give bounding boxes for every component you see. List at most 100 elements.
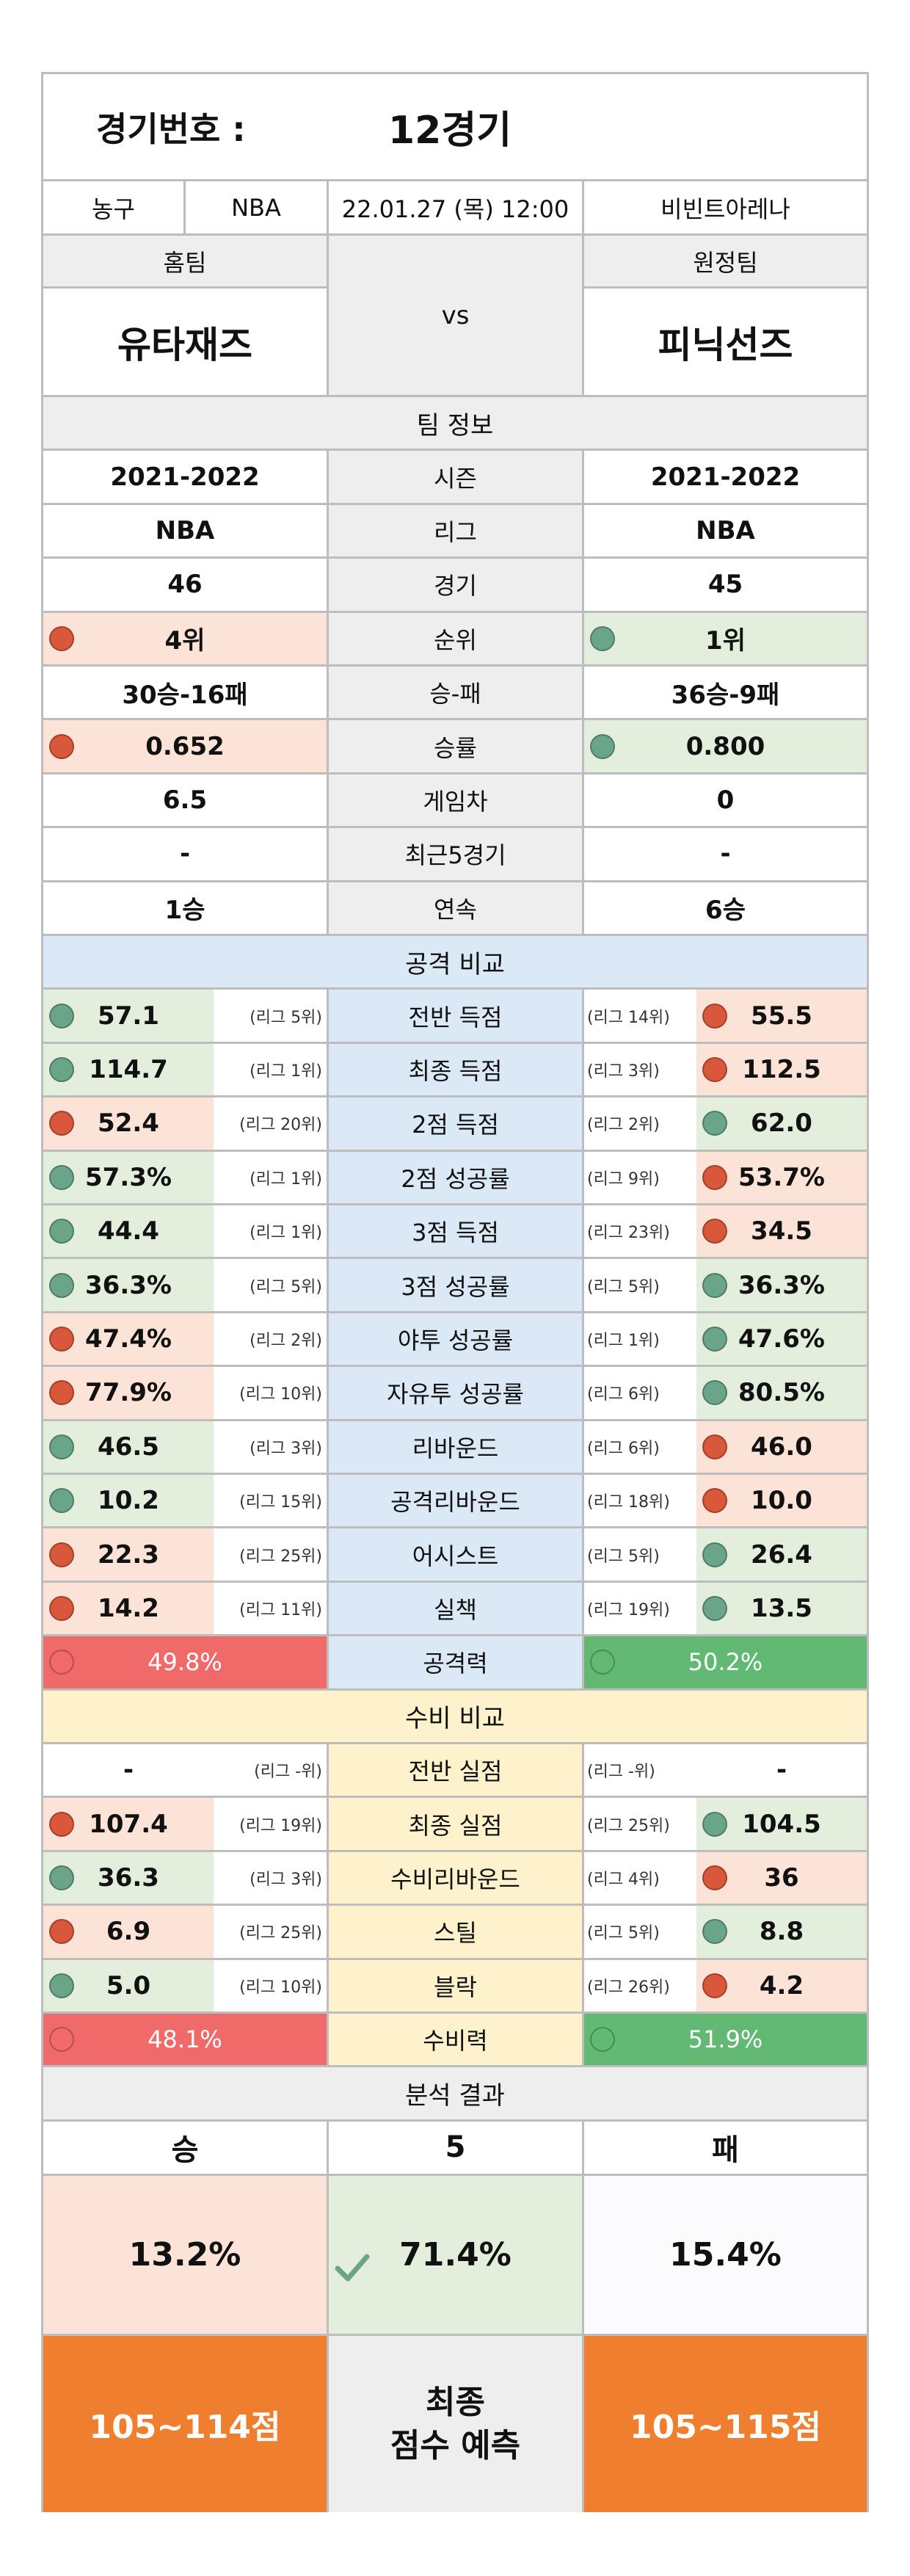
status-dot-icon bbox=[702, 1164, 727, 1190]
away-team-label: 원정팀 bbox=[584, 236, 867, 289]
home-value: 77.9% bbox=[85, 1378, 172, 1408]
home-value-cell: 36.3 bbox=[43, 1851, 214, 1904]
home-rank: (리그 2위) bbox=[250, 1331, 322, 1350]
stat-label-cell: 시즌 bbox=[329, 451, 584, 503]
away-rank: (리그 6위) bbox=[587, 1385, 660, 1404]
away-value-cell: 104.5 bbox=[696, 1798, 867, 1850]
away-rank-cell: (리그 3위) bbox=[584, 1043, 696, 1096]
away-rank: (리그 5위) bbox=[587, 1277, 660, 1296]
defense-row: 36.3 (리그 3위) 수비리바운드 (리그 4위) 36 bbox=[43, 1851, 867, 1906]
home-value-cell: 5.0 bbox=[43, 1959, 214, 2011]
lose-label: 패 bbox=[712, 2133, 739, 2168]
stat-label-cell: 순위 bbox=[329, 612, 584, 664]
home-value: 36.3 bbox=[98, 1862, 159, 1893]
home-value-cell: 14.2 bbox=[43, 1582, 214, 1635]
stat-label-cell: 실책 bbox=[329, 1582, 584, 1635]
stat-label: 리바운드 bbox=[412, 1434, 499, 1462]
home-rank-cell: (리그 -위) bbox=[214, 1744, 329, 1796]
result-title-text: 분석 결과 bbox=[405, 2081, 505, 2111]
home-rank-cell: (리그 25위) bbox=[214, 1528, 329, 1581]
teams-block: 홈팀 유타재즈 vs 원정팀 피닉선즈 bbox=[43, 236, 867, 397]
status-dot-icon bbox=[49, 733, 74, 759]
home-rank-cell: (리그 3위) bbox=[214, 1851, 329, 1904]
home-value-cell: 0.652 bbox=[43, 720, 329, 772]
stat-label: 3점 성공률 bbox=[401, 1272, 510, 1301]
status-dot-icon bbox=[49, 1003, 74, 1028]
offense-row: 57.1 (리그 5위) 전반 득점 (리그 14위) 55.5 bbox=[43, 990, 867, 1044]
away-power: 50.2% bbox=[688, 1648, 763, 1677]
home-value: 30승-16패 bbox=[122, 680, 248, 710]
stat-label-cell: 최종 득점 bbox=[329, 1043, 584, 1096]
away-rank: (리그 18위) bbox=[587, 1493, 670, 1512]
away-power-cell: 51.9% bbox=[584, 2014, 867, 2066]
stat-label-cell: 리바운드 bbox=[329, 1421, 584, 1473]
team-info-row: 4위 순위 1위 bbox=[43, 612, 867, 667]
away-value-cell: 10.0 bbox=[696, 1475, 867, 1527]
offense-row: 114.7 (리그 1위) 최종 득점 (리그 3위) 112.5 bbox=[43, 1043, 867, 1098]
stat-label-cell: 자유투 성공률 bbox=[329, 1367, 584, 1419]
stat-label-cell: 3점 득점 bbox=[329, 1205, 584, 1258]
away-rank-cell: (리그 2위) bbox=[584, 1097, 696, 1150]
offense-row: 52.4 (리그 20위) 2점 득점 (리그 2위) 62.0 bbox=[43, 1097, 867, 1152]
offense-row: 36.3% (리그 5위) 3점 성공률 (리그 5위) 36.3% bbox=[43, 1259, 867, 1313]
home-value: 44.4 bbox=[98, 1216, 159, 1247]
status-dot-icon bbox=[49, 1164, 74, 1190]
away-value: - bbox=[776, 1755, 787, 1785]
home-value: 57.1 bbox=[98, 1001, 159, 1031]
away-value-cell: 46.0 bbox=[696, 1421, 867, 1473]
away-value-cell: 1위 bbox=[584, 612, 867, 664]
away-power: 51.9% bbox=[688, 2025, 763, 2054]
status-dot-icon bbox=[49, 1380, 74, 1406]
home-rank: (리그 1위) bbox=[250, 1224, 322, 1243]
stat-label: 최종 득점 bbox=[408, 1056, 503, 1085]
home-value-cell: 36.3% bbox=[43, 1259, 214, 1311]
away-value: 0 bbox=[716, 785, 735, 815]
status-dot-icon bbox=[702, 1488, 727, 1514]
home-value: 22.3 bbox=[98, 1539, 159, 1570]
away-value: 34.5 bbox=[751, 1216, 812, 1247]
team-info-row: 0.652 승률 0.800 bbox=[43, 720, 867, 774]
home-rank-cell: (리그 25위) bbox=[214, 1906, 329, 1958]
status-dot-icon bbox=[49, 2027, 74, 2053]
status-dot-icon bbox=[702, 1380, 727, 1406]
away-value: 36 bbox=[764, 1862, 799, 1893]
stat-label: 시즌 bbox=[434, 464, 477, 493]
home-value: 2021-2022 bbox=[110, 462, 260, 492]
away-value: 8.8 bbox=[759, 1917, 804, 1947]
win-pct-cell: 13.2% bbox=[43, 2175, 329, 2334]
home-rank-cell: (리그 10위) bbox=[214, 1367, 329, 1419]
home-value-cell: 4위 bbox=[43, 612, 329, 664]
offense-row: 47.4% (리그 2위) 야투 성공률 (리그 1위) 47.6% bbox=[43, 1313, 867, 1368]
home-value: 57.3% bbox=[85, 1162, 172, 1192]
away-rank: (리그 3위) bbox=[587, 1062, 660, 1081]
away-value-cell: 8.8 bbox=[696, 1906, 867, 1958]
away-rank: (리그 19위) bbox=[587, 1600, 670, 1619]
away-value: 53.7% bbox=[738, 1162, 825, 1192]
home-rank: (리그 5위) bbox=[250, 1277, 322, 1296]
away-rank: (리그 1위) bbox=[587, 1331, 660, 1350]
away-rank-cell: (리그 25위) bbox=[584, 1798, 696, 1850]
stat-label: 공격리바운드 bbox=[390, 1488, 520, 1517]
status-dot-icon bbox=[702, 1272, 727, 1298]
away-value-cell: NBA bbox=[584, 504, 867, 557]
stat-label: 2점 득점 bbox=[412, 1111, 499, 1139]
away-value: 26.4 bbox=[751, 1539, 812, 1570]
away-rank: (리그 14위) bbox=[587, 1008, 670, 1027]
away-value: 2021-2022 bbox=[650, 462, 801, 492]
stat-label: 경기 bbox=[434, 572, 477, 601]
away-value-cell: 2021-2022 bbox=[584, 451, 867, 503]
stat-label-cell: 수비리바운드 bbox=[329, 1851, 584, 1904]
venue-cell: 비빈트아레나 bbox=[660, 195, 790, 223]
status-dot-icon bbox=[49, 1865, 74, 1890]
home-value: - bbox=[179, 839, 191, 869]
away-value-cell: - bbox=[584, 828, 867, 880]
home-rank: (리그 25위) bbox=[239, 1924, 322, 1943]
stat-label-cell: 야투 성공률 bbox=[329, 1313, 584, 1365]
home-power-cell: 49.8% bbox=[43, 1636, 329, 1688]
stat-label-cell: 3점 성공률 bbox=[329, 1259, 584, 1311]
home-score-cell: 105~114점 bbox=[43, 2335, 329, 2512]
away-value: 36승-9패 bbox=[671, 680, 780, 710]
away-team-name: 피닉선즈 bbox=[658, 323, 793, 366]
draw-pct: 71.4% bbox=[399, 2235, 512, 2274]
stat-label: 승률 bbox=[434, 733, 477, 762]
